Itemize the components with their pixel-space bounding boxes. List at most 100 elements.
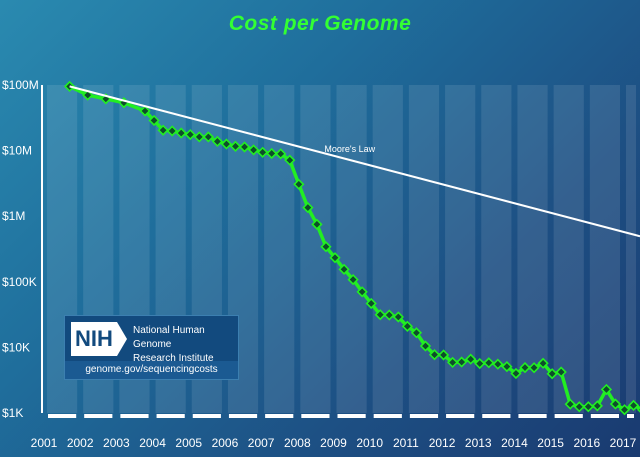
data-point <box>82 89 94 101</box>
data-point <box>519 361 531 374</box>
baseline-dash <box>482 414 511 418</box>
year-band <box>626 85 636 413</box>
baseline-dash <box>590 414 619 418</box>
data-point <box>591 400 603 412</box>
x-tick-label: 2001 <box>31 436 58 450</box>
data-point <box>428 349 441 361</box>
year-band <box>408 85 440 413</box>
data-point <box>483 357 495 369</box>
data-point <box>157 124 169 136</box>
data-point <box>293 178 305 190</box>
x-tick-label: 2003 <box>103 436 130 450</box>
baseline-dash <box>518 414 547 418</box>
baseline-dash <box>156 414 185 418</box>
source-url: genome.gov/sequencingcosts <box>65 361 238 379</box>
data-point <box>347 273 359 286</box>
nih-mark: NIH <box>71 322 117 356</box>
data-point <box>175 127 187 139</box>
year-band <box>481 85 512 413</box>
baseline-dash <box>373 414 402 418</box>
nih-logo-panel: NIH National Human Genome Research Insti… <box>64 315 239 380</box>
data-point <box>401 320 414 332</box>
data-point <box>220 138 233 150</box>
x-tick-label: 2002 <box>67 436 94 450</box>
data-point <box>311 218 323 230</box>
baseline-dash <box>409 414 439 418</box>
nih-arrow-icon <box>117 322 127 356</box>
data-point <box>202 131 214 143</box>
data-point <box>555 366 567 378</box>
data-point <box>148 114 160 127</box>
baseline-dash <box>84 414 113 418</box>
x-tick-label: 2013 <box>465 436 492 450</box>
data-point <box>465 353 477 365</box>
data-point <box>609 398 622 410</box>
data-point <box>528 362 540 374</box>
series-group: Moore's Law <box>64 80 640 416</box>
x-tick-label: 2015 <box>537 436 564 450</box>
data-point <box>410 327 423 339</box>
data-point <box>229 140 242 152</box>
y-tick-label: $100M <box>2 78 39 92</box>
data-point <box>492 358 504 370</box>
x-tick-label: 2010 <box>356 436 383 450</box>
data-point <box>501 360 513 373</box>
y-tick-label: $1M <box>2 209 25 223</box>
data-point <box>266 147 278 160</box>
data-point <box>392 311 404 323</box>
data-point <box>284 154 296 166</box>
x-tick-label: 2011 <box>393 436 419 450</box>
data-point <box>247 144 260 156</box>
year-band <box>336 85 367 413</box>
data-point <box>573 401 585 413</box>
data-point <box>329 252 341 264</box>
baseline-dash <box>301 414 330 418</box>
year-band <box>264 85 295 413</box>
y-axis-ticks: $100M $10M $1M $100K $10K $1K <box>2 78 39 420</box>
data-point <box>184 128 196 141</box>
data-point <box>275 148 287 160</box>
moores-law-label: Moore's Law <box>324 144 375 154</box>
y-tick-label: $10K <box>2 340 30 354</box>
x-tick-label: 2007 <box>248 436 275 450</box>
data-point <box>510 367 522 380</box>
data-point <box>446 356 459 369</box>
data-point <box>546 368 558 380</box>
data-point <box>193 131 205 143</box>
x-tick-label: 2006 <box>212 436 239 450</box>
data-point <box>582 401 594 413</box>
baseline-dash <box>265 414 294 418</box>
x-tick-label: 2012 <box>429 436 456 450</box>
year-band <box>589 85 620 413</box>
y-tick-label: $100K <box>2 275 37 289</box>
data-point <box>166 125 178 137</box>
x-tick-label: 2009 <box>320 436 347 450</box>
baseline-dash <box>627 414 634 418</box>
baseline-dash <box>554 414 583 418</box>
data-point <box>627 399 640 412</box>
data-point <box>474 357 486 370</box>
data-point <box>437 349 450 361</box>
data-point <box>618 404 631 416</box>
x-tick-label: 2017 <box>610 436 637 450</box>
y-tick-label: $1K <box>2 406 23 420</box>
year-band <box>553 85 584 413</box>
x-axis-ticks: 2001 2002 2003 2004 2005 2006 2007 2008 2009 2010… <box>31 414 637 450</box>
nih-logo: NIH National Human Genome Research Insti… <box>71 322 235 364</box>
chart-title: Cost per Genome <box>228 12 412 35</box>
x-tick-label: 2008 <box>284 436 311 450</box>
data-point <box>383 309 395 321</box>
data-point <box>356 286 368 298</box>
data-point <box>537 357 549 369</box>
baseline-dash <box>228 414 258 418</box>
baseline-dash <box>337 414 366 418</box>
data-point <box>365 297 377 310</box>
data-point <box>419 340 432 352</box>
baseline-dash <box>192 414 221 418</box>
x-tick-label: 2004 <box>139 436 166 450</box>
data-point <box>600 383 613 396</box>
data-point <box>374 309 386 321</box>
baseline-dash <box>446 414 475 418</box>
data-point <box>257 146 269 158</box>
data-point <box>302 201 314 214</box>
